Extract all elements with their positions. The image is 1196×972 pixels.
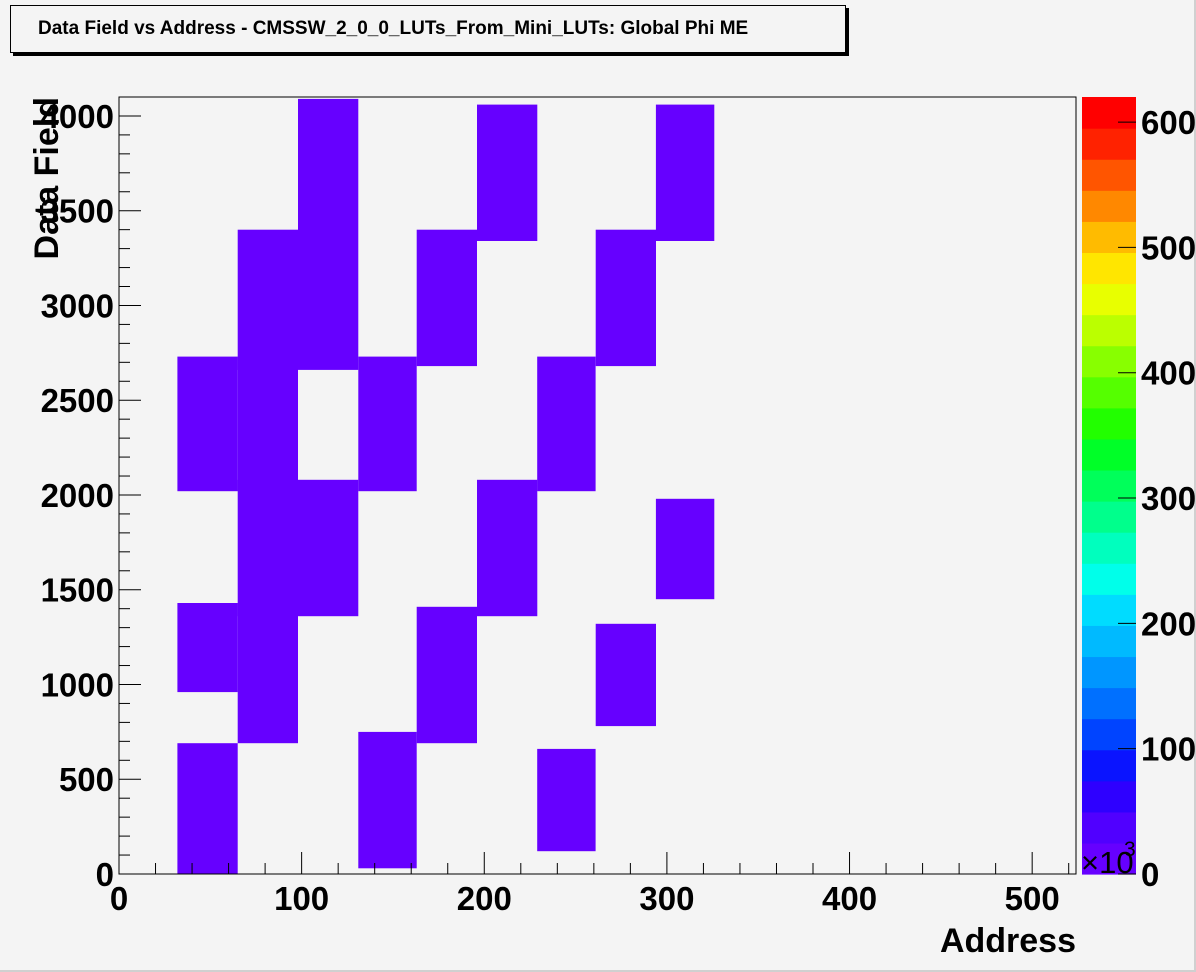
color-scale-segment-1: [1082, 811, 1136, 844]
heatmap-cell-4: [237, 479, 298, 617]
color-scale-segment-2: [1082, 780, 1136, 813]
y-tick-label-3500: 3500: [41, 193, 114, 230]
heatmap-cell-20: [655, 104, 715, 241]
y-tick-label-0: 0: [96, 856, 114, 893]
color-scale: [1082, 97, 1136, 875]
x-tick-label-300: 300: [639, 880, 694, 917]
heatmap-cell-0: [177, 743, 238, 874]
color-scale-segment-0: [1082, 842, 1136, 875]
x-tick-labels: 0 100 200 300 400 500: [110, 880, 1060, 917]
color-scale-multiplier-exponent: 3: [1124, 838, 1136, 861]
y-tick-labels: 0 500 1000 1500 2000 2500 3000 3500 4000: [41, 98, 114, 893]
axis-ticks: [118, 96, 1070, 875]
color-scale-segment-11: [1082, 501, 1136, 533]
color-scale-segment-20: [1082, 221, 1136, 253]
color-scale-tick-label-0: 0: [1141, 856, 1159, 893]
x-tick-label-400: 400: [822, 880, 877, 917]
color-scale-segment-9: [1082, 563, 1136, 595]
heatmap-cell-7: [298, 479, 359, 617]
color-scale-tick-labels: 0 100 200 300 400 500 600: [1141, 104, 1196, 893]
color-scale-segment-6: [1082, 656, 1136, 689]
color-scale-segment-14: [1082, 407, 1136, 440]
y-tick-label-3000: 3000: [41, 287, 114, 324]
heatmap-cell-10: [358, 356, 417, 492]
x-tick-label-200: 200: [457, 880, 512, 917]
x-tick-label-500: 500: [1005, 880, 1060, 917]
color-scale-segment-23: [1082, 128, 1136, 160]
heatmap-cell-18: [595, 229, 656, 367]
color-scale-segment-12: [1082, 469, 1136, 502]
color-scale-segment-16: [1082, 345, 1136, 378]
heatmap-cell-16: [537, 356, 596, 492]
y-axis-label: Data Field: [28, 97, 66, 259]
color-scale-tick-label-100: 100: [1141, 731, 1196, 768]
plot-frame: [118, 96, 1077, 875]
color-scale-segment-22: [1082, 159, 1136, 191]
color-scale-tick-label-600: 600: [1141, 104, 1196, 141]
heatmap-cell-8: [298, 98, 359, 370]
heatmap-cell-2: [177, 356, 238, 492]
y-tick-label-2500: 2500: [41, 382, 114, 419]
chart-title: Data Field vs Address - CMSSW_2_0_0_LUTs…: [10, 5, 846, 53]
x-tick-label-0: 0: [110, 880, 128, 917]
heatmap-cell-17: [595, 623, 656, 727]
color-scale-segment-7: [1082, 625, 1136, 658]
color-scale-segment-4: [1082, 718, 1136, 751]
color-scale-segment-17: [1082, 314, 1136, 347]
heatmap-cell-13: [477, 479, 538, 617]
heatmap-cell-6: [237, 229, 298, 370]
heatmap-cell-3: [237, 603, 298, 744]
color-scale-segment-8: [1082, 594, 1136, 626]
x-axis-label: Address: [940, 922, 1076, 960]
color-scale-segment-21: [1082, 190, 1136, 222]
heatmap-cell-14: [477, 104, 538, 241]
heatmap-cells: [177, 98, 715, 874]
color-scale-tick-label-400: 400: [1141, 355, 1196, 392]
color-scale-segment-19: [1082, 252, 1136, 285]
color-scale-segment-3: [1082, 749, 1136, 782]
color-scale-segment-15: [1082, 376, 1136, 409]
color-scale-segment-10: [1082, 532, 1136, 564]
color-scale-tick-label-500: 500: [1141, 229, 1196, 266]
heatmap-cell-19: [655, 498, 715, 600]
color-scale-segment-24: [1082, 97, 1136, 129]
y-tick-label-500: 500: [59, 761, 114, 798]
color-scale-segment-5: [1082, 687, 1136, 720]
x-tick-label-100: 100: [274, 880, 329, 917]
color-scale-segment-18: [1082, 283, 1136, 316]
y-tick-label-1000: 1000: [41, 666, 114, 703]
color-scale-tick-label-200: 200: [1141, 605, 1196, 642]
color-scale-tick-label-300: 300: [1141, 480, 1196, 517]
y-tick-label-1500: 1500: [41, 572, 114, 609]
heatmap-cell-5: [237, 356, 298, 492]
heatmap-cell-15: [537, 748, 596, 852]
heatmap-cell-11: [416, 606, 477, 744]
heatmap-cell-1: [177, 603, 238, 693]
heatmap-cell-12: [416, 229, 477, 367]
color-scale-segment-13: [1082, 438, 1136, 471]
y-tick-label-4000: 4000: [41, 98, 114, 135]
color-scale-multiplier: ×10: [1081, 845, 1134, 880]
y-tick-label-2000: 2000: [41, 477, 114, 514]
heatmap-cell-9: [358, 731, 417, 869]
